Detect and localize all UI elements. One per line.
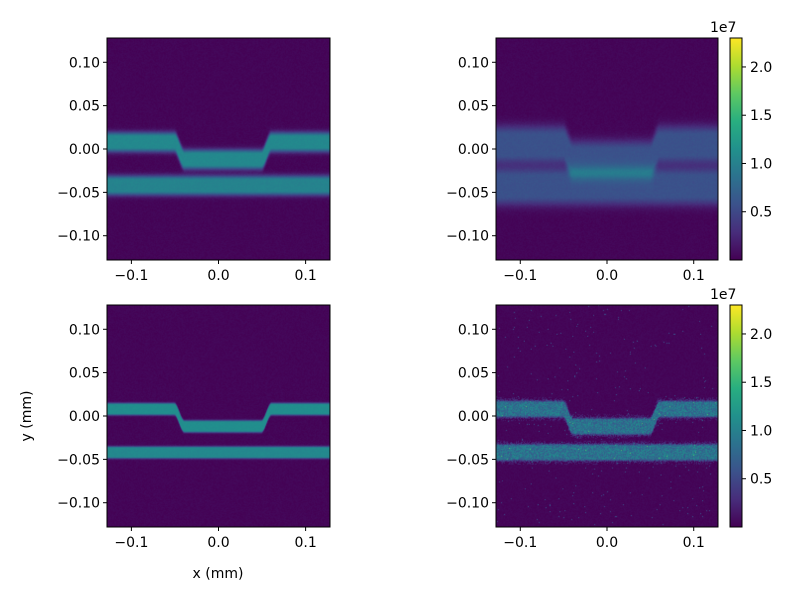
x-tick-label: −0.1: [503, 268, 537, 284]
tick-labels-top-right: −0.1 0.0 0.1 0.10 0.05 0.00 −0.05 −0.10: [446, 55, 705, 284]
tick-labels-bottom-right: −0.1 0.0 0.1 0.10 0.05 0.00 −0.05 −0.10: [446, 322, 705, 551]
y-tick-label: 0.05: [69, 366, 100, 382]
y-tick-label: −0.05: [57, 185, 100, 201]
y-tick-label: 0.10: [458, 322, 489, 338]
colorbar-ticks-top: 0.5 1.0 1.5 2.0: [742, 60, 772, 221]
y-tick-label: −0.10: [446, 229, 489, 245]
heatmap-image-top-left: [107, 38, 330, 260]
y-tick-label: −0.05: [446, 185, 489, 201]
colorbar-offset-label-top: 1e7: [710, 20, 736, 36]
y-tick-label: 0.05: [69, 99, 100, 115]
colorbar-offset-label-bottom: 1e7: [710, 287, 736, 303]
x-tick-label: −0.1: [114, 535, 148, 551]
x-tick-label: 0.0: [207, 535, 229, 551]
tick-labels-top-left: −0.1 0.0 0.1 0.10 0.05 0.00 −0.05 −0.10: [57, 55, 317, 284]
y-tick-label: 0.00: [69, 409, 100, 425]
colorbar-tick-label: 1.5: [750, 108, 772, 124]
colorbar-bottom: 1e7 0.5 1.0 1.5 2.0: [710, 287, 772, 528]
x-tick-label: −0.1: [503, 535, 537, 551]
y-tick-label: 0.00: [458, 142, 489, 158]
heatmap-image-bottom-left: [107, 305, 330, 527]
x-tick-label: 0.1: [683, 535, 705, 551]
y-tick-label: 0.05: [458, 366, 489, 382]
colorbar-top: 1e7 0.5 1.0 1.5 2.0: [710, 20, 772, 261]
colorbar-tick-label: 0.5: [750, 472, 772, 488]
y-tick-label: −0.10: [57, 229, 100, 245]
y-tick-label: 0.10: [69, 322, 100, 338]
colorbar-gradient-top: [729, 37, 743, 261]
colorbar-tick-label: 0.5: [750, 205, 772, 221]
heatmap-image-top-right: [496, 38, 718, 260]
y-tick-label: −0.10: [57, 496, 100, 512]
y-tick-label: 0.00: [69, 142, 100, 158]
colorbar-gradient-bottom: [729, 304, 743, 528]
y-tick-label: 0.10: [69, 55, 100, 71]
tick-labels-bottom-left: −0.1 0.0 0.1 0.10 0.05 0.00 −0.05 −0.10: [57, 322, 317, 551]
x-tick-label: −0.1: [114, 268, 148, 284]
y-tick-label: −0.05: [57, 452, 100, 468]
colorbar-tick-label: 2.0: [750, 60, 772, 76]
panel-bottom-left: −0.1 0.0 0.10.100.050.00−0.05−0.10 x (mm) …: [19, 304, 331, 582]
y-tick-label: 0.00: [458, 409, 489, 425]
x-tick-label: 0.0: [596, 268, 618, 284]
x-tick-label: 0.1: [294, 535, 316, 551]
colorbar-ticks-bottom: 0.5 1.0 1.5 2.0: [742, 327, 772, 488]
y-tick-label: −0.10: [446, 496, 489, 512]
colorbar-tick-label: 1.0: [750, 156, 772, 172]
y-tick-label: −0.05: [446, 452, 489, 468]
panel-top-right: −0.1 0.0 0.1 0.10 0.05 0.00 −0.05 −0.10: [446, 37, 719, 284]
colorbar-tick-label: 1.5: [750, 375, 772, 391]
x-tick-label: 0.0: [207, 268, 229, 284]
x-axis-label: x (mm): [193, 566, 244, 582]
x-tick-label: 0.1: [683, 268, 705, 284]
heatmap-image-bottom-right: [496, 305, 718, 527]
colorbar-tick-label: 2.0: [750, 327, 772, 343]
y-axis-label: y (mm): [19, 391, 35, 442]
x-tick-label: 0.0: [596, 535, 618, 551]
panel-bottom-right: −0.1 0.0 0.1 0.10 0.05 0.00 −0.05 −0.10: [446, 304, 719, 551]
colorbar-tick-label: 1.0: [750, 423, 772, 439]
panel-top-left: −0.1 0.0 0.1 0.10 0.05 0.00 −0.05 −0.10: [57, 37, 331, 284]
y-tick-label: 0.10: [458, 55, 489, 71]
x-tick-label: 0.1: [294, 268, 316, 284]
y-tick-label: 0.05: [458, 99, 489, 115]
